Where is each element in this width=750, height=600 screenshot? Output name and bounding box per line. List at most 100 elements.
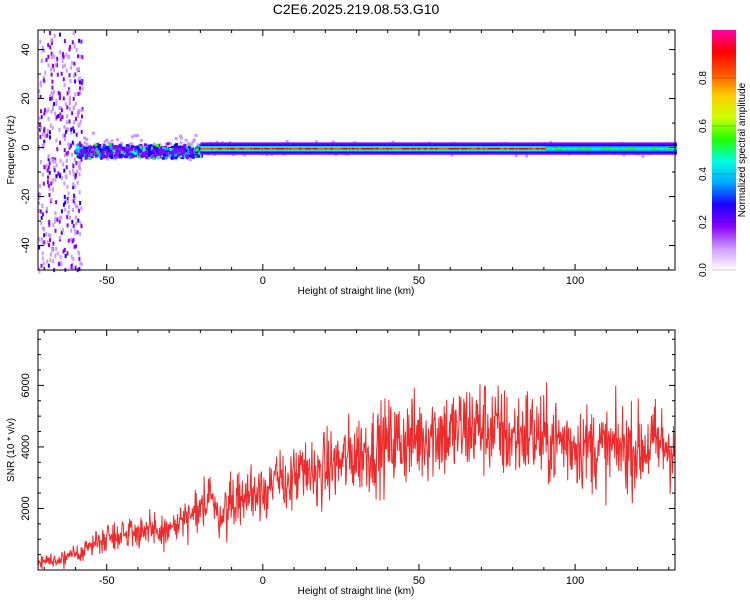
heatmap-line-cell: [456, 142, 459, 145]
heatmap-line-cell: [337, 149, 340, 152]
heatmap-line-cell: [278, 151, 281, 153]
heatmap-line-cell: [497, 151, 499, 153]
heatmap-scatter-cell: [54, 177, 57, 182]
heatmap-line-cell: [309, 149, 312, 152]
heatmap-line-cell: [554, 147, 557, 150]
heatmap-line-cell: [656, 144, 659, 147]
heatmap-line-cell: [398, 142, 401, 145]
heatmap-line-cell: [419, 147, 421, 150]
heatmap-line-cell: [305, 151, 307, 153]
heatmap-scatter-cell: [53, 101, 56, 106]
heatmap-line-cell: [409, 145, 412, 148]
heatmap-scatter-cell: [60, 215, 63, 220]
heatmap-line-cell: [520, 145, 523, 148]
heatmap-line-cell: [320, 145, 323, 148]
heatmap-line-cell: [231, 145, 234, 148]
heatmap-line-cell: [671, 152, 674, 155]
heatmap-line-cell: [500, 142, 503, 145]
heatmap-line-cell: [206, 147, 209, 150]
heatmap-line-cell: [562, 151, 565, 153]
heatmap-line-cell: [529, 151, 532, 153]
heatmap-line-cell: [653, 147, 656, 150]
heatmap-scatter-cell: [72, 185, 75, 190]
heatmap-line-cell: [640, 144, 643, 147]
heatmap-line-cell: [348, 145, 351, 148]
heatmap-line-cell: [617, 142, 620, 145]
heatmap-line-cell: [465, 144, 468, 147]
heatmap-scatter-cell: [78, 172, 81, 177]
heatmap-line-cell: [328, 142, 331, 145]
heatmap-line-cell: [545, 144, 548, 147]
heatmap-line-cell: [247, 151, 250, 153]
heatmap-line-cell: [287, 147, 290, 150]
heatmap-line-cell: [650, 151, 652, 153]
heatmap-line-cell: [359, 151, 362, 153]
heatmap-line-cell: [412, 144, 415, 147]
heatmap-scatter-cell: [73, 129, 76, 134]
heatmap-line-cell: [287, 142, 290, 145]
heatmap-scatter-cell: [73, 244, 76, 249]
heatmap-line-cell: [208, 147, 211, 150]
heatmap-noisy-cell: [120, 150, 124, 154]
heatmap-line-cell: [216, 152, 218, 155]
heatmap-line-cell: [515, 149, 518, 152]
heatmap-line-cell: [303, 149, 306, 152]
heatmap-line-cell: [300, 145, 303, 148]
heatmap-scatter-cell: [50, 67, 53, 72]
heatmap-line-cell: [361, 151, 364, 153]
heatmap-line-cell: [429, 142, 432, 145]
heatmap-line-cell: [325, 145, 328, 148]
heatmap-line-cell: [417, 151, 420, 153]
heatmap-line-cell: [568, 152, 571, 155]
heatmap-line-cell: [481, 142, 484, 145]
heatmap-line-cell: [626, 144, 629, 147]
heatmap-line-cell: [219, 144, 222, 147]
heatmap-scatter-cell: [68, 170, 71, 175]
heatmap-line-cell: [365, 142, 368, 145]
heatmap-line-cell: [570, 145, 573, 148]
heatmap-line-cell: [648, 145, 651, 148]
heatmap-line-cell: [342, 152, 345, 155]
heatmap-scatter-cell: [72, 199, 75, 204]
heatmap-line-cell: [381, 152, 384, 155]
heatmap-noisy-cell: [109, 146, 113, 150]
heatmap-line-cell: [319, 149, 321, 152]
heatmap-line-cell: [462, 151, 465, 153]
heatmap-line-cell: [551, 147, 554, 150]
heatmap-line-cell: [297, 144, 300, 147]
heatmap-line-cell: [251, 142, 254, 145]
heatmap-line-cell: [236, 152, 239, 155]
heatmap-line-cell: [214, 145, 217, 148]
heatmap-line-cell: [568, 142, 571, 145]
heatmap-line-cell: [344, 144, 346, 147]
heatmap-line-cell: [511, 149, 514, 152]
heatmap-line-cell: [554, 144, 557, 147]
heatmap-line-cell: [667, 147, 670, 150]
heatmap-scatter-cell: [38, 269, 41, 274]
heatmap-line-cell: [369, 142, 371, 145]
heatmap-line-cell: [551, 151, 554, 153]
heatmap-line-cell: [326, 147, 329, 150]
heatmap-line-cell: [200, 152, 203, 155]
heatmap-noisy-cell: [140, 155, 144, 159]
heatmap-line-cell: [259, 144, 262, 147]
heatmap-line-cell: [612, 152, 615, 155]
heatmap-line-cell: [394, 145, 396, 148]
heatmap-line-cell: [442, 151, 445, 153]
heatmap-scatter-cell: [53, 165, 56, 170]
heatmap-scatter-cell: [71, 140, 74, 145]
heatmap-line-cell: [450, 145, 453, 148]
heatmap-noisy-cell: [118, 149, 122, 153]
heatmap-line-cell: [419, 142, 421, 145]
heatmap-line-cell: [481, 144, 484, 147]
heatmap-line-cell: [328, 151, 331, 153]
heatmap-line-cell: [275, 144, 278, 147]
heatmap-line-cell: [623, 152, 626, 155]
heatmap-line-cell: [492, 151, 495, 153]
heatmap-line-cell: [314, 144, 317, 147]
heatmap-line-cell: [545, 151, 548, 153]
heatmap-halo-cell: [285, 140, 289, 143]
heatmap-line-cell: [525, 142, 528, 145]
heatmap-line-cell: [525, 145, 528, 148]
heatmap-scatter-cell: [49, 258, 52, 263]
